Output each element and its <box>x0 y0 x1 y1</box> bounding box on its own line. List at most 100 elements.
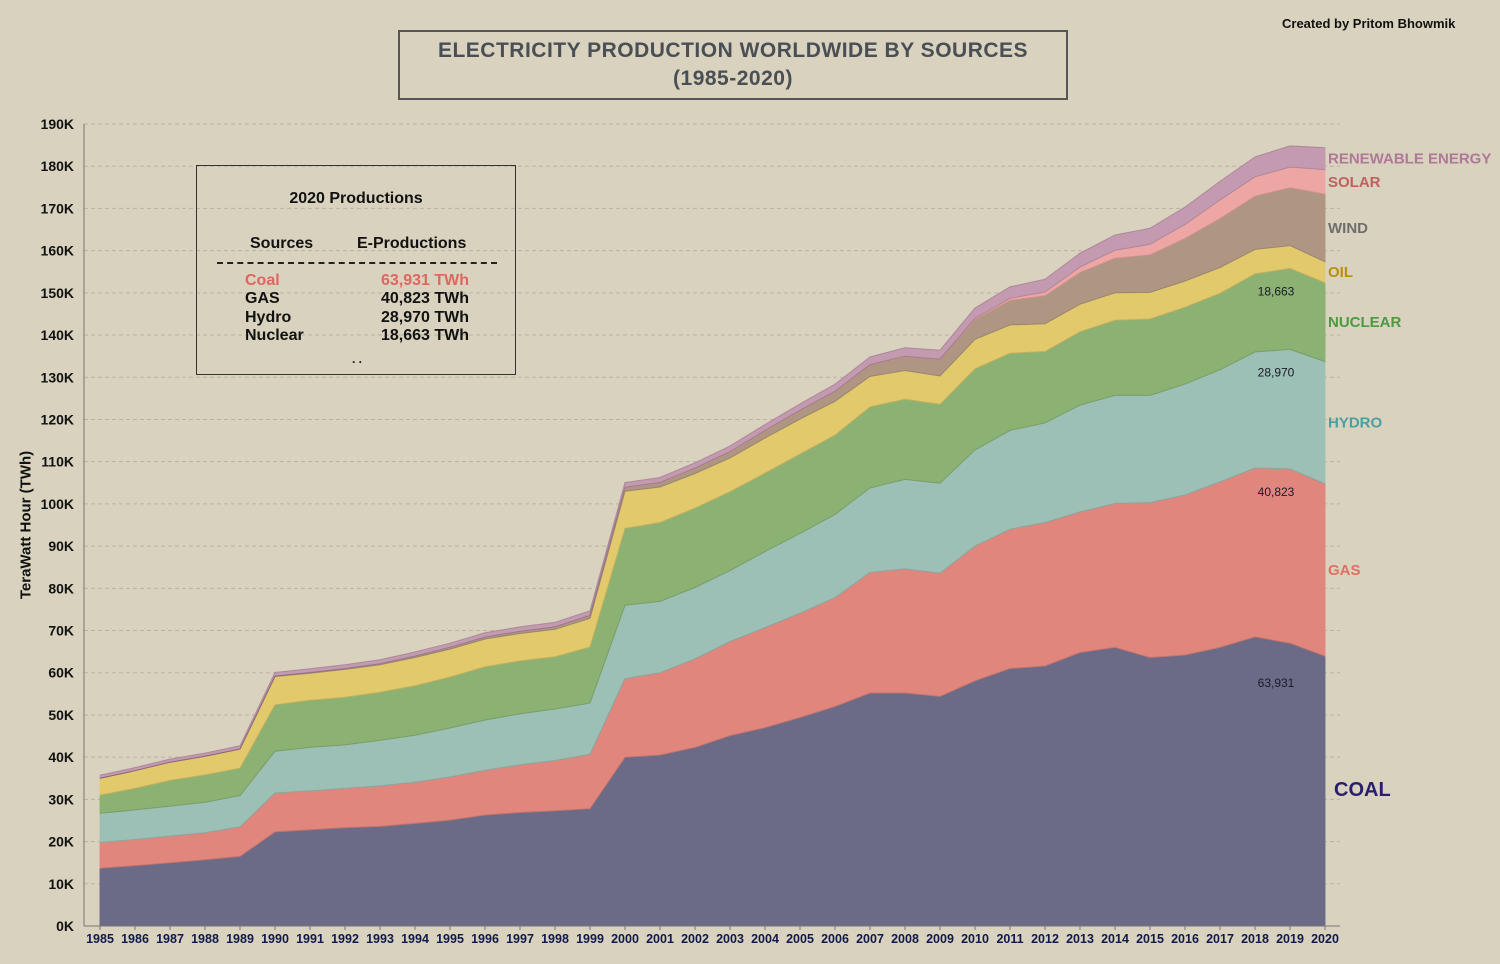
value-annotation: 63,931 <box>1258 676 1295 690</box>
y-tick-label: 80K <box>48 580 74 596</box>
table-title: 2020 Productions <box>289 190 423 207</box>
table-cell-value: 40,823 TWh <box>381 290 470 307</box>
y-tick-label: 10K <box>48 876 74 892</box>
x-tick-label: 2005 <box>786 932 814 946</box>
x-tick-label: 1993 <box>366 932 394 946</box>
x-tick-label: 2019 <box>1276 932 1304 946</box>
productions-table: 2020 Productions Sources E-Productions C… <box>196 165 516 375</box>
y-tick-label: 140K <box>41 327 74 343</box>
series-label-oil: OIL <box>1328 264 1353 281</box>
x-tick-label: 1998 <box>541 932 569 946</box>
y-tick-label: 160K <box>41 243 74 259</box>
x-tick-label: 2011 <box>996 932 1023 946</box>
y-tick-label: 170K <box>41 200 74 216</box>
y-tick-label: 130K <box>41 369 74 385</box>
table-cell-source: GAS <box>245 290 280 307</box>
x-tick-label: 1991 <box>296 932 324 946</box>
y-tick-label: 60K <box>48 665 74 681</box>
label-layer: COAL GAS HYDRO NUCLEAR OIL WIND SOLAR RENEWABLE… <box>1258 151 1492 801</box>
value-annotation: 40,823 <box>1258 485 1295 499</box>
y-tick-label: 50K <box>48 707 74 723</box>
x-tick-label: 2004 <box>751 932 779 946</box>
value-annotation: 28,970 <box>1258 365 1295 379</box>
area-outline <box>99 267 1326 796</box>
table-cell-value: 18,663 TWh <box>381 327 470 344</box>
table-cell-source: Hydro <box>245 309 292 326</box>
series-label-coal: COAL <box>1334 779 1391 801</box>
table-row: Hydro 28,970 TWh <box>197 309 515 329</box>
y-tick-label: 70K <box>48 623 74 639</box>
y-tick-label: 90K <box>48 538 74 554</box>
table-row: Coal 63,931 TWh <box>197 272 515 292</box>
x-tick-label: 1989 <box>226 932 254 946</box>
chart-title-line2: (1985-2020) <box>673 67 793 90</box>
x-tick-label: 2006 <box>821 932 849 946</box>
value-annotation: 18,663 <box>1258 284 1295 298</box>
y-tick-label: 120K <box>41 411 74 427</box>
x-tick-label: 1987 <box>156 932 184 946</box>
y-tick-label: 30K <box>48 791 74 807</box>
chart-title-line1: ELECTRICITY PRODUCTION WORLDWIDE BY SOUR… <box>437 39 1029 62</box>
series-label-renewable-energy: RENEWABLE ENERGY <box>1328 151 1491 168</box>
x-tick-label: 1997 <box>506 932 534 946</box>
y-tick-label: 0K <box>56 918 74 934</box>
x-tick-label: 2009 <box>926 932 954 946</box>
y-tick-label: 110K <box>41 454 74 470</box>
x-tick-label: 2000 <box>611 932 639 946</box>
x-tick-label: 2003 <box>716 932 744 946</box>
x-tick-label: 1992 <box>331 932 359 946</box>
table-cell-source: Coal <box>245 272 280 289</box>
x-tick-label: 2008 <box>891 932 919 946</box>
area-layer <box>99 145 1326 927</box>
area-outline <box>99 636 1326 869</box>
x-tick-label: 1986 <box>121 932 149 946</box>
axis-layer: 0K 10K 20K 30K 40K 50K 60K 70K 80K 90K 100K 110K 120… <box>41 116 1340 946</box>
table-cell-value: 63,931 TWh <box>381 272 470 289</box>
table-cell-value: 28,970 TWh <box>381 309 470 326</box>
y-tick-label: 150K <box>41 285 74 301</box>
table-divider <box>217 262 497 264</box>
y-tick-label: 40K <box>48 749 74 765</box>
x-tick-label: 1995 <box>436 932 464 946</box>
x-tick-label: 2014 <box>1101 932 1129 946</box>
x-tick-label: 1985 <box>86 932 114 946</box>
credit-text: Created by Pritom Bhowmik <box>1282 16 1456 31</box>
x-tick-label: 1996 <box>471 932 499 946</box>
area-outline <box>99 187 1326 779</box>
table-footer-dots: . . <box>352 352 363 366</box>
x-tick-label: 2017 <box>1206 932 1234 946</box>
x-tick-label: 2010 <box>961 932 989 946</box>
x-tick-label: 2020 <box>1311 932 1339 946</box>
chart-title-box: ELECTRICITY PRODUCTION WORLDWIDE BY SOUR… <box>398 30 1068 100</box>
series-label-wind: WIND <box>1328 220 1368 237</box>
series-label-gas: GAS <box>1328 562 1361 579</box>
area-outline <box>99 166 1326 779</box>
x-tick-label: 2012 <box>1031 932 1059 946</box>
area-outline <box>99 145 1326 776</box>
x-tick-label: 2013 <box>1066 932 1094 946</box>
x-tick-label: 2016 <box>1171 932 1199 946</box>
x-tick-label: 2002 <box>681 932 709 946</box>
series-label-hydro: HYDRO <box>1328 415 1383 432</box>
table-header-sources: Sources <box>250 235 314 252</box>
x-tick-label: 1988 <box>191 932 219 946</box>
x-tick-label: 1994 <box>401 932 429 946</box>
x-tick-label: 2007 <box>856 932 884 946</box>
table-row: GAS 40,823 TWh <box>197 290 515 310</box>
series-label-nuclear: NUCLEAR <box>1328 314 1401 331</box>
x-tick-label: 1990 <box>261 932 289 946</box>
y-tick-label: 100K <box>41 496 74 512</box>
series-label-solar: SOLAR <box>1328 174 1381 191</box>
area-outline <box>99 245 1326 779</box>
x-tick-label: 1999 <box>576 932 604 946</box>
area-series-renewable-energy <box>99 145 1326 779</box>
x-tick-label: 2001 <box>646 932 674 946</box>
y-tick-label: 190K <box>41 116 74 132</box>
y-tick-label: 20K <box>48 834 74 850</box>
y-tick-label: 180K <box>41 158 74 174</box>
x-tick-label: 2018 <box>1241 932 1269 946</box>
table-row: Nuclear 18,663 TWh <box>197 327 515 347</box>
table-cell-source: Nuclear <box>245 327 304 344</box>
table-header-productions: E-Productions <box>357 235 467 252</box>
